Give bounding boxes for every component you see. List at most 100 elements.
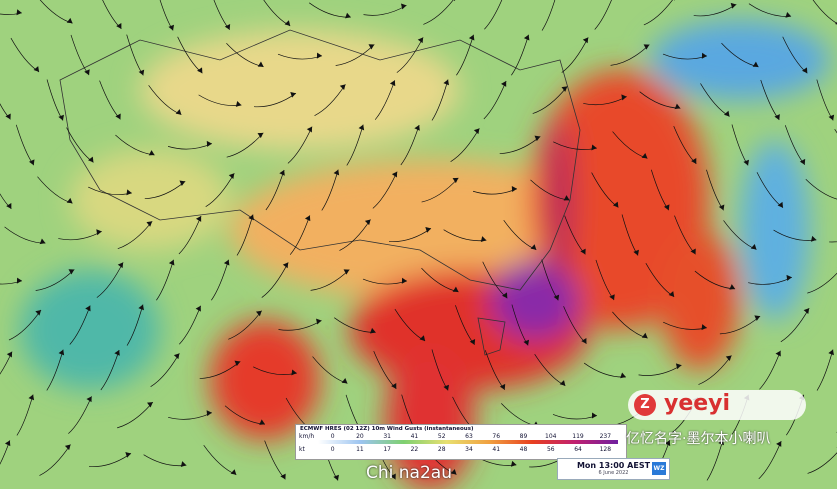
arrow <box>223 259 230 266</box>
arrow <box>750 244 757 250</box>
arrow <box>339 84 346 91</box>
arrow <box>469 338 476 345</box>
arrow <box>729 284 736 290</box>
brand-icon: Z <box>634 394 656 416</box>
streamline <box>812 0 837 24</box>
arrow <box>116 22 122 29</box>
arrow <box>16 9 22 16</box>
arrow <box>389 80 396 87</box>
legend-value: 11 <box>356 446 364 453</box>
arrow <box>511 186 517 193</box>
arrow <box>643 44 650 50</box>
arrow <box>333 169 340 176</box>
arrow <box>620 372 626 379</box>
arrow <box>390 473 396 480</box>
arrow <box>701 324 707 331</box>
arrow <box>282 262 289 269</box>
arrow <box>452 286 459 292</box>
arrow <box>828 114 835 121</box>
arrow <box>743 159 750 166</box>
time-box: Mon 13:00 AEST 6 June 2022 WZ <box>557 458 670 480</box>
legend-value: 63 <box>465 433 473 440</box>
arrow <box>88 156 94 163</box>
arrow <box>280 473 286 480</box>
arrow <box>534 135 541 142</box>
arrow <box>146 221 153 227</box>
arrow <box>523 34 530 41</box>
arrow <box>5 113 11 120</box>
arrow <box>810 235 817 242</box>
arrow <box>580 248 586 255</box>
arrow <box>473 128 480 135</box>
arrow <box>195 215 202 222</box>
arrow <box>28 394 35 401</box>
arrow <box>343 269 350 275</box>
arrow <box>16 277 22 284</box>
arrow <box>633 249 639 256</box>
streamline <box>594 0 612 30</box>
arrow <box>675 363 682 370</box>
arrow <box>138 304 144 311</box>
arrow <box>417 37 424 44</box>
arrow <box>147 402 153 408</box>
arrow <box>641 152 648 159</box>
arrow <box>364 219 371 226</box>
legend-title: ECMWF HRES (02 12Z) 10m Wind Gusts (inst… <box>300 426 474 432</box>
caption: 亿忆名字·墨尔本小喇叭 <box>626 431 771 447</box>
arrow <box>674 103 681 110</box>
arrow <box>248 214 254 221</box>
arrow <box>66 17 73 24</box>
arrow <box>499 383 506 390</box>
arrow <box>450 469 457 475</box>
arrow <box>306 126 313 133</box>
arrow <box>224 23 231 30</box>
streamline <box>829 241 837 243</box>
arrow <box>425 227 431 233</box>
tasmania <box>477 317 506 356</box>
arrow <box>776 441 782 447</box>
arrow <box>33 66 40 72</box>
arrow <box>502 292 508 299</box>
legend-value: 0 <box>330 446 335 453</box>
arrow <box>701 52 707 59</box>
legend-value: 41 <box>410 433 419 440</box>
arrow <box>206 140 212 147</box>
arrow <box>803 308 810 314</box>
streamline <box>643 0 673 26</box>
arrow <box>401 277 407 284</box>
arrow <box>206 410 212 417</box>
arrow <box>523 339 530 346</box>
legend-value: 237 <box>599 433 612 440</box>
legend-colorbar <box>318 440 618 444</box>
arrow <box>802 67 808 74</box>
arrow <box>754 315 761 321</box>
arrow <box>799 158 806 165</box>
time-date: 6 June 2022 <box>598 470 629 476</box>
arrow <box>197 67 203 74</box>
arrow <box>530 244 537 250</box>
arrow <box>35 309 42 316</box>
arrow <box>443 384 450 391</box>
streamline <box>805 179 837 200</box>
legend-value: 56 <box>546 446 555 453</box>
streamline <box>807 272 837 294</box>
legend-value: 48 <box>519 446 528 453</box>
arrow <box>115 113 121 120</box>
arrow <box>173 353 180 360</box>
legend-value: 52 <box>437 433 446 440</box>
arrow <box>501 81 507 87</box>
legend: ECMWF HRES (02 12Z) 10m Wind Gusts (inst… <box>295 424 627 460</box>
arrow <box>96 229 102 236</box>
arrow <box>391 383 397 389</box>
arrow <box>168 259 175 266</box>
arrow <box>28 159 35 166</box>
arrow <box>668 291 675 297</box>
legend-row: kt 0 11 17 22 28 34 41 48 56 64 128 <box>299 446 619 453</box>
time-label: Mon 13:00 AEST <box>576 461 651 470</box>
arrow <box>480 236 487 242</box>
arrow <box>368 44 375 50</box>
arrow <box>257 132 264 139</box>
arrow <box>333 474 339 481</box>
arrow <box>358 124 365 131</box>
